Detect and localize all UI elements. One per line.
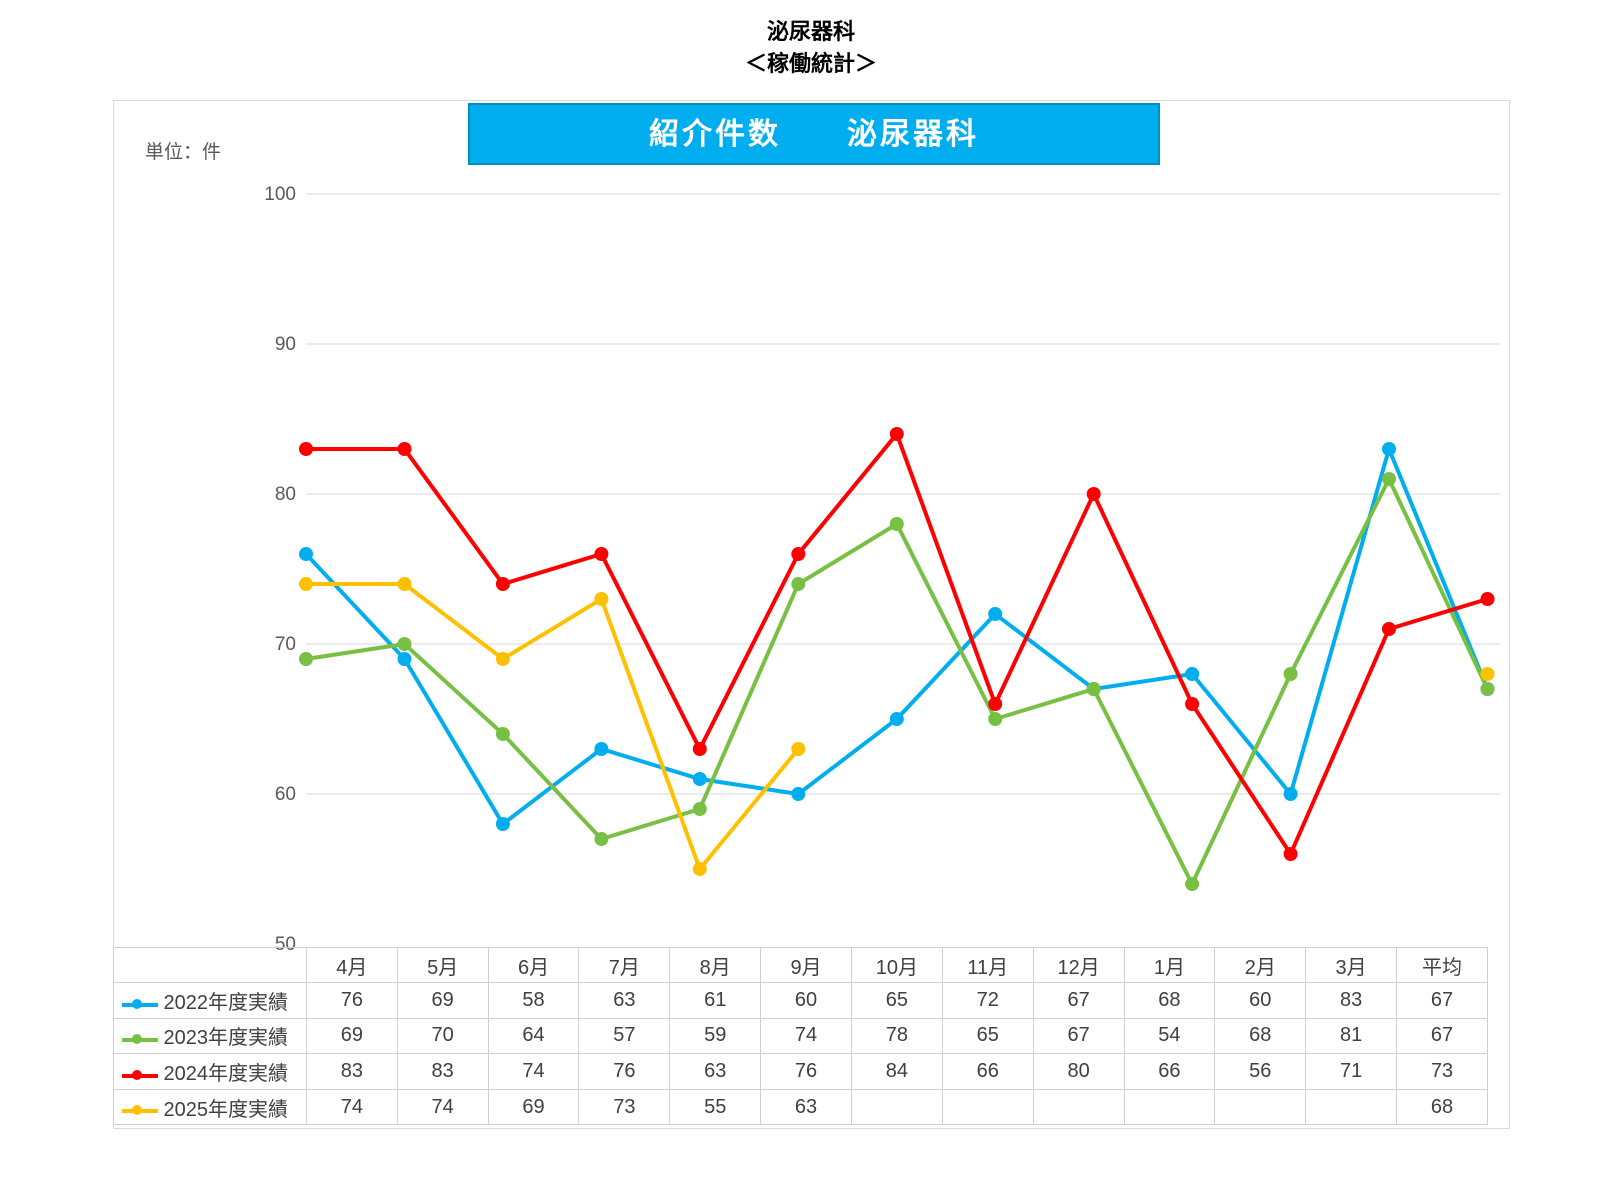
svg-text:100: 100 [264, 184, 296, 205]
svg-text:80: 80 [275, 484, 296, 505]
svg-text:60: 60 [275, 784, 296, 805]
svg-text:70: 70 [275, 634, 296, 655]
svg-text:90: 90 [275, 334, 296, 355]
